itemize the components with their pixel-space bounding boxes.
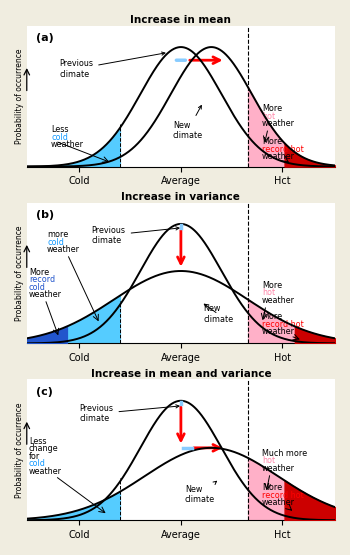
Text: New
climate: New climate (173, 105, 203, 140)
Text: change: change (29, 445, 58, 453)
Text: (a): (a) (36, 33, 54, 43)
Y-axis label: Probability of occurrence: Probability of occurrence (15, 48, 24, 144)
Text: record hot: record hot (262, 145, 304, 154)
Text: weather: weather (47, 245, 80, 254)
Y-axis label: Probability of occurrence: Probability of occurrence (15, 225, 24, 321)
Text: record: record (29, 275, 55, 284)
Text: cold: cold (51, 133, 68, 142)
Text: More: More (262, 104, 282, 113)
Text: cold: cold (47, 238, 64, 246)
Text: weather: weather (51, 140, 84, 149)
Text: Previous
climate: Previous climate (79, 404, 179, 423)
Text: More: More (262, 483, 282, 492)
Text: record hot: record hot (262, 491, 304, 500)
Text: weather: weather (262, 498, 295, 507)
Text: weather: weather (29, 290, 62, 299)
Text: New
climate: New climate (203, 304, 233, 324)
Text: cold: cold (29, 282, 46, 291)
Text: More: More (262, 137, 282, 146)
Text: More: More (29, 268, 49, 276)
Text: weather: weather (262, 152, 295, 161)
Text: More: More (262, 312, 282, 321)
Text: weather: weather (29, 467, 62, 476)
Title: Increase in mean: Increase in mean (131, 15, 231, 25)
Text: More: More (262, 281, 282, 290)
Text: cold: cold (29, 460, 46, 468)
Text: weather: weather (262, 296, 295, 305)
Text: hot: hot (262, 289, 275, 297)
Text: more: more (47, 230, 68, 239)
Text: New
climate: New climate (185, 481, 217, 504)
Y-axis label: Probability of occurrence: Probability of occurrence (15, 402, 24, 498)
Title: Increase in variance: Increase in variance (121, 192, 240, 202)
Text: weather: weather (262, 327, 295, 336)
Text: (b): (b) (36, 210, 54, 220)
Title: Increase in mean and variance: Increase in mean and variance (91, 369, 271, 379)
Text: (c): (c) (36, 386, 53, 396)
Text: weather: weather (262, 119, 295, 128)
Text: hot: hot (262, 112, 275, 120)
Text: Less: Less (29, 437, 46, 446)
Text: Much more: Much more (262, 449, 307, 458)
Text: weather: weather (262, 464, 295, 473)
Text: Previous
climate: Previous climate (59, 52, 165, 79)
Text: Less: Less (51, 125, 69, 134)
Text: Previous
climate: Previous climate (92, 226, 179, 245)
Text: for: for (29, 452, 40, 461)
Text: hot: hot (262, 456, 275, 465)
Text: record hot: record hot (262, 320, 304, 329)
